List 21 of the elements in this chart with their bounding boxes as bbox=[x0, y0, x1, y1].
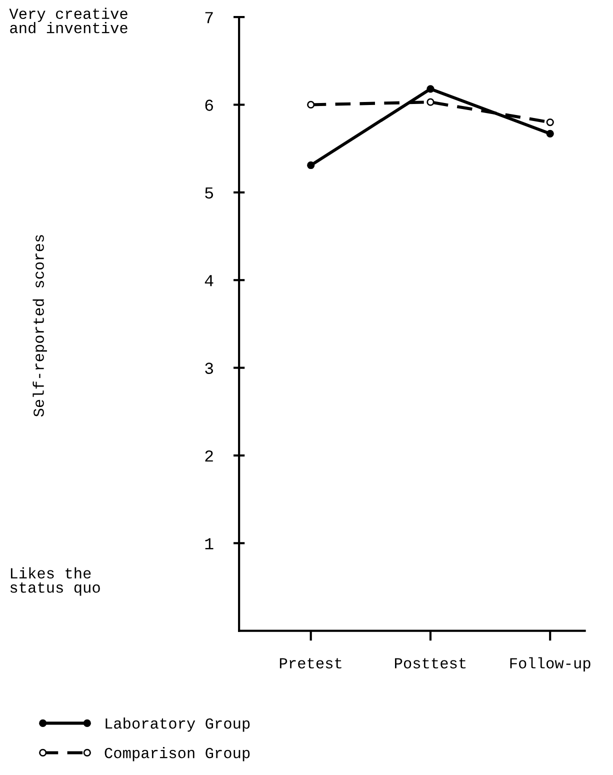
point bbox=[546, 118, 554, 126]
point bbox=[307, 100, 315, 109]
y-tick-label: 3 bbox=[205, 362, 214, 374]
y-tick-label: 5 bbox=[205, 187, 214, 199]
legend-label: Laboratory Group bbox=[106, 717, 250, 732]
text: Self-reported scores bbox=[32, 235, 47, 417]
legend-label: Comparison Group bbox=[104, 747, 250, 762]
y-tick-label: 2 bbox=[205, 450, 213, 462]
point bbox=[307, 161, 315, 170]
y-tick-label: 7 bbox=[205, 12, 213, 24]
point bbox=[426, 98, 434, 106]
x-tick-label: Pretest bbox=[280, 658, 342, 668]
text: Likes the status quo bbox=[10, 567, 100, 596]
y-tick-label: 4 bbox=[204, 275, 214, 286]
point bbox=[426, 85, 434, 93]
y-tick-label: 6 bbox=[205, 100, 213, 111]
point bbox=[546, 130, 554, 138]
x-tick-label: Posttest bbox=[395, 658, 466, 668]
text: Very creative and inventive bbox=[9, 8, 128, 34]
y-tick-label: 1 bbox=[205, 538, 214, 550]
x-tick-label: Follow-up bbox=[510, 657, 590, 672]
